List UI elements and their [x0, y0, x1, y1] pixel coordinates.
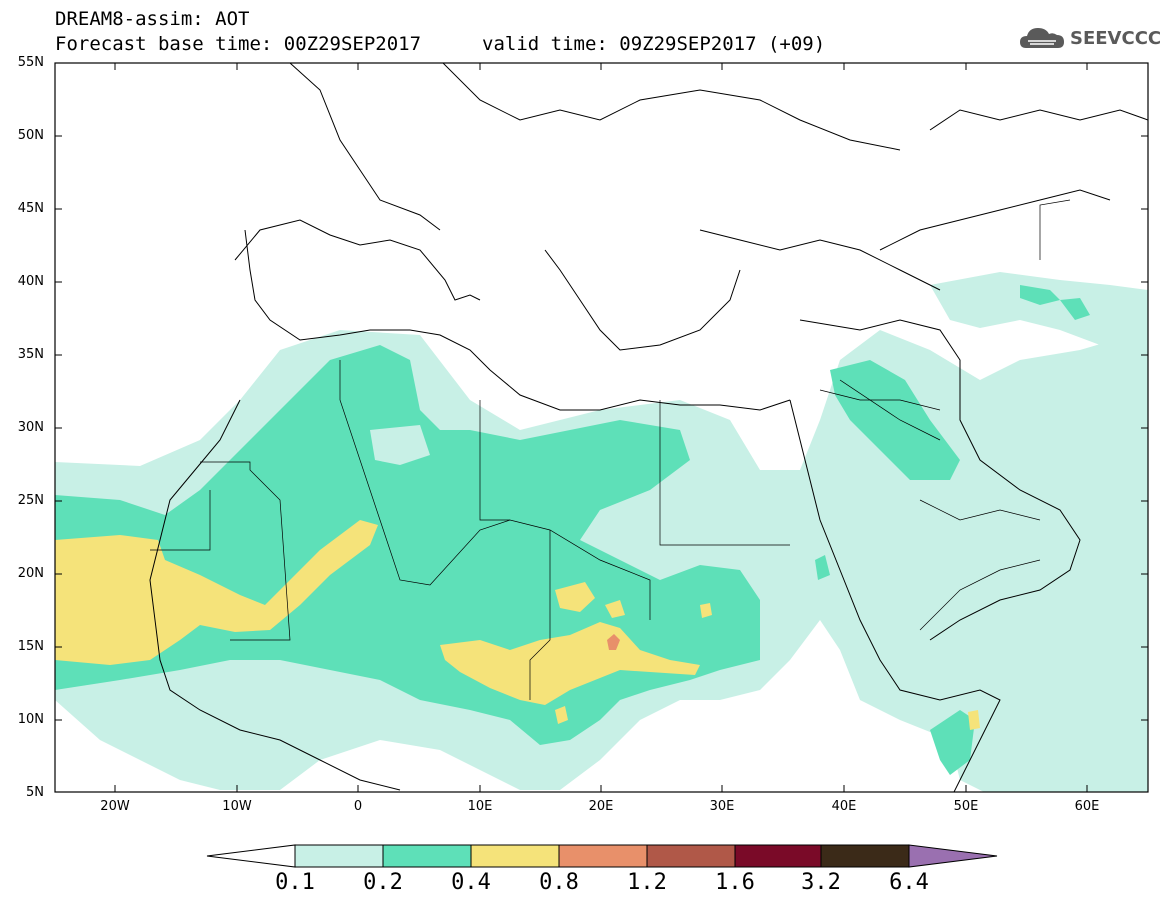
colorbar-label-0.4: 0.4 [451, 870, 491, 895]
lon-label-20e: 20E [588, 799, 614, 814]
lat-label-30n: 30N [17, 420, 44, 435]
colorbar-swatch-0.1 [294, 844, 384, 868]
colorbar-swatch-0.4 [470, 844, 560, 868]
aot-field [55, 63, 1148, 792]
colorbar-label-0.2: 0.2 [363, 870, 403, 895]
lon-label-10e: 10E [467, 799, 493, 814]
lat-label-10n: 10N [17, 712, 44, 727]
lat-label-20n: 20N [17, 566, 44, 581]
lon-label-10w: 10W [222, 799, 252, 814]
colorbar-label-6.4: 6.4 [889, 870, 929, 895]
chart-title: DREAM8-assim: AOT [55, 8, 250, 30]
forecast-base-time: Forecast base time: 00Z29SEP2017 [55, 33, 422, 55]
colorbar-label-1.6: 1.6 [715, 870, 755, 895]
lon-label-0: 0 [353, 799, 363, 814]
cloud-icon [1020, 28, 1064, 48]
colorbar-below-triangle [206, 844, 296, 868]
colorbar-swatch-0.8 [558, 844, 648, 868]
colorbar-swatch-1.2 [646, 844, 736, 868]
lat-label-35n: 35N [17, 347, 44, 362]
colorbar [206, 844, 998, 868]
aot-level-0.4 [55, 520, 980, 730]
country-borders [150, 199, 1071, 700]
lat-label-50n: 50N [17, 128, 44, 143]
colorbar-label-0.8: 0.8 [539, 870, 579, 895]
colorbar-label-0.1: 0.1 [275, 870, 315, 895]
aot-level-0.8 [607, 634, 620, 650]
lon-label-30e: 30E [709, 799, 735, 814]
seevccc-logo: SEEVCCC [1018, 24, 1162, 56]
colorbar-swatch-0.2 [382, 844, 472, 868]
lat-label-25n: 25N [17, 493, 44, 508]
logo-text: SEEVCCC [1070, 28, 1162, 49]
colorbar-label-1.2: 1.2 [627, 870, 667, 895]
colorbar-swatch-1.6 [734, 844, 822, 868]
lat-label-40n: 40N [17, 274, 44, 289]
lon-label-20w: 20W [100, 799, 130, 814]
lon-label-50e: 50E [953, 799, 979, 814]
lon-label-40e: 40E [831, 799, 857, 814]
colorbar-above-triangle [908, 844, 998, 868]
coastlines [149, 63, 1148, 792]
lat-label-45n: 45N [17, 201, 44, 216]
colorbar-label-3.2: 3.2 [801, 870, 841, 895]
lat-label-55n: 55N [17, 55, 44, 70]
axis-ticks [55, 62, 1148, 792]
lat-label-15n: 15N [17, 639, 44, 654]
lat-label-5n: 5N [26, 785, 44, 800]
colorbar-swatch-3.2 [820, 844, 910, 868]
lon-label-60e: 60E [1074, 799, 1100, 814]
valid-time: valid time: 09Z29SEP2017 (+09) [482, 33, 826, 55]
